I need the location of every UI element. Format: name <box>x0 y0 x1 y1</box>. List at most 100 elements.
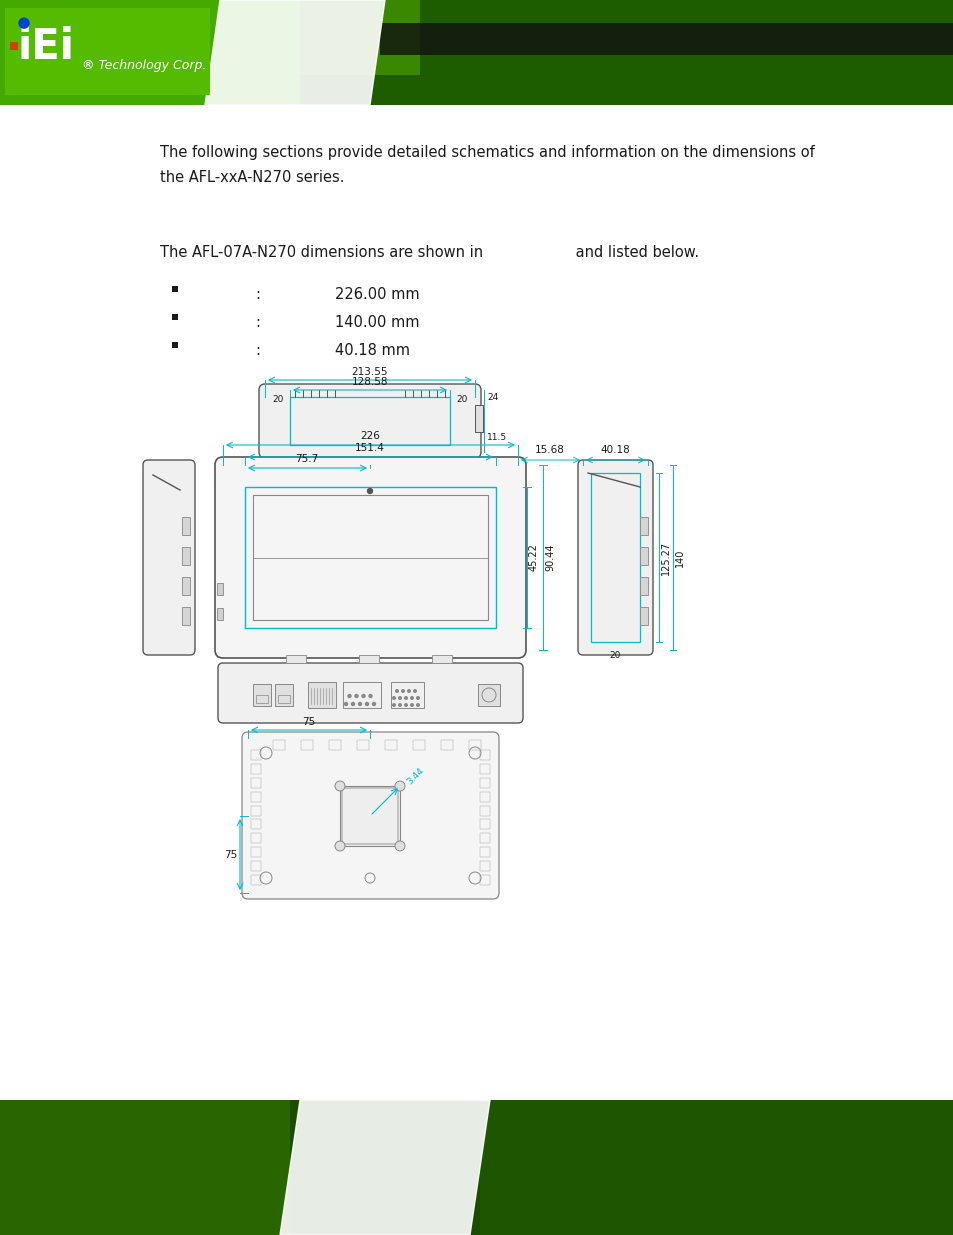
Bar <box>479 792 490 802</box>
Bar <box>216 583 223 595</box>
Bar <box>182 547 190 564</box>
Bar <box>475 405 482 432</box>
Bar <box>251 778 261 788</box>
Circle shape <box>395 841 405 851</box>
Bar <box>251 819 261 830</box>
Bar <box>0 0 299 105</box>
Text: :: : <box>254 343 260 358</box>
Text: 20: 20 <box>456 395 467 404</box>
Polygon shape <box>205 0 385 105</box>
Bar <box>479 778 490 788</box>
Bar <box>172 342 178 348</box>
Text: 226: 226 <box>359 431 379 441</box>
Text: ® Technology Corp.: ® Technology Corp. <box>82 58 206 72</box>
Circle shape <box>355 694 357 698</box>
Text: the AFL-xxA-N270 series.: the AFL-xxA-N270 series. <box>160 170 344 185</box>
Circle shape <box>351 703 355 705</box>
Bar <box>253 495 488 620</box>
Bar <box>251 876 261 885</box>
Bar <box>356 740 369 750</box>
Text: 90.44: 90.44 <box>544 543 555 572</box>
Circle shape <box>411 704 413 706</box>
Bar <box>182 606 190 625</box>
Circle shape <box>395 781 405 790</box>
Bar <box>0 0 953 105</box>
Circle shape <box>358 703 361 705</box>
Text: 3.44: 3.44 <box>405 766 425 785</box>
FancyBboxPatch shape <box>578 459 652 655</box>
Bar <box>479 819 490 830</box>
Bar <box>329 740 340 750</box>
Bar <box>251 792 261 802</box>
Bar <box>343 682 380 708</box>
Bar <box>379 23 953 56</box>
Text: 20: 20 <box>272 395 283 404</box>
Bar <box>251 750 261 760</box>
Bar <box>413 740 424 750</box>
Bar <box>0 0 419 75</box>
Bar <box>172 287 178 291</box>
Circle shape <box>398 704 401 706</box>
Text: 151.4: 151.4 <box>355 443 384 453</box>
Bar <box>479 750 490 760</box>
Bar <box>639 606 647 625</box>
Circle shape <box>414 689 416 693</box>
Circle shape <box>372 703 375 705</box>
Bar <box>339 785 399 846</box>
Circle shape <box>416 697 419 699</box>
Circle shape <box>393 697 395 699</box>
Circle shape <box>411 697 413 699</box>
Bar <box>251 763 261 774</box>
Bar <box>0 0 953 105</box>
Bar <box>251 861 261 871</box>
FancyBboxPatch shape <box>242 732 498 899</box>
Text: 40.18 mm: 40.18 mm <box>335 343 410 358</box>
Text: 40.18: 40.18 <box>599 445 629 454</box>
Bar <box>639 547 647 564</box>
Text: 75: 75 <box>224 850 236 860</box>
Circle shape <box>365 703 368 705</box>
Circle shape <box>404 704 407 706</box>
Circle shape <box>348 694 351 698</box>
Bar <box>477 684 499 706</box>
Bar <box>308 682 335 708</box>
Text: iEi: iEi <box>18 26 75 68</box>
Bar <box>469 740 480 750</box>
Text: 128.58: 128.58 <box>352 377 388 387</box>
Circle shape <box>407 689 410 693</box>
Text: 140.00 mm: 140.00 mm <box>335 315 419 330</box>
Circle shape <box>401 689 404 693</box>
Bar <box>479 805 490 815</box>
Circle shape <box>19 19 29 28</box>
Bar <box>255 695 268 703</box>
Bar <box>286 655 306 663</box>
Bar <box>479 847 490 857</box>
Circle shape <box>393 704 395 706</box>
Bar <box>216 608 223 620</box>
Bar <box>391 682 423 708</box>
Bar <box>479 861 490 871</box>
Bar <box>301 740 313 750</box>
Text: :: : <box>254 315 260 330</box>
Text: 11.5: 11.5 <box>486 433 507 442</box>
Bar <box>440 740 453 750</box>
Circle shape <box>416 704 419 706</box>
Text: 20: 20 <box>609 651 620 659</box>
Circle shape <box>367 489 372 494</box>
FancyBboxPatch shape <box>214 457 525 658</box>
Bar <box>274 684 293 706</box>
Circle shape <box>369 694 372 698</box>
Bar <box>172 314 178 320</box>
Bar <box>639 577 647 595</box>
Bar <box>0 1100 953 1235</box>
Bar <box>253 684 271 706</box>
Text: 226.00 mm: 226.00 mm <box>335 287 419 303</box>
Bar <box>290 396 450 445</box>
Text: 140: 140 <box>675 548 684 567</box>
Bar <box>479 876 490 885</box>
Circle shape <box>404 697 407 699</box>
Bar <box>479 1100 953 1235</box>
Bar <box>590 473 639 642</box>
Bar <box>277 695 290 703</box>
Bar <box>479 834 490 844</box>
